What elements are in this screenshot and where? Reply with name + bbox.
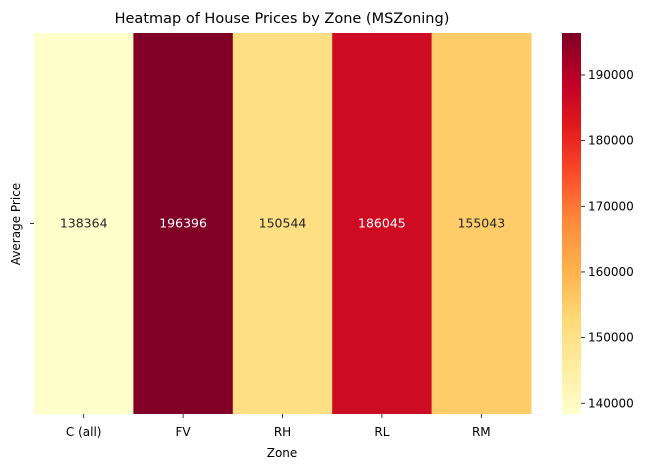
colorbar-tick-label: 160000 bbox=[588, 265, 634, 279]
colorbar-gradient bbox=[562, 33, 581, 414]
heatmap-cell bbox=[133, 33, 234, 414]
cell-value-label: 155043 bbox=[457, 216, 505, 231]
colorbar-tick-label: 170000 bbox=[588, 199, 634, 213]
heatmap-cell bbox=[34, 33, 134, 414]
colorbar-tick-label: 150000 bbox=[588, 331, 634, 345]
heatmap-cells: 138364 196396 150544 186045 155043 bbox=[34, 33, 532, 414]
cell-value-label: 186045 bbox=[358, 216, 406, 231]
colorbar: 140000 150000 160000 170000 180000 190000 bbox=[562, 33, 634, 414]
cell-value-label: 138364 bbox=[60, 216, 108, 231]
x-tick-label: RH bbox=[274, 425, 291, 439]
cell-value-label: 150544 bbox=[259, 216, 307, 231]
heatmap-cell bbox=[431, 33, 532, 414]
colorbar-tick-label: 140000 bbox=[588, 396, 634, 410]
cell-value-label: 196396 bbox=[159, 216, 207, 231]
colorbar-tick-label: 190000 bbox=[588, 68, 634, 82]
x-tick-label: RM bbox=[472, 425, 491, 439]
colorbar-tick-label: 180000 bbox=[588, 134, 634, 148]
x-axis-ticks: C (all) FV RH RL RM bbox=[66, 414, 491, 439]
x-tick-label: C (all) bbox=[66, 425, 102, 439]
heatmap-cell bbox=[232, 33, 333, 414]
heatmap-cell bbox=[332, 33, 433, 414]
x-tick-label: FV bbox=[176, 425, 192, 439]
x-tick-label: RL bbox=[374, 425, 389, 439]
x-axis-label: Zone bbox=[267, 446, 298, 460]
chart-title: Heatmap of House Prices by Zone (MSZonin… bbox=[115, 11, 450, 27]
y-axis-label: Average Price bbox=[9, 183, 23, 265]
